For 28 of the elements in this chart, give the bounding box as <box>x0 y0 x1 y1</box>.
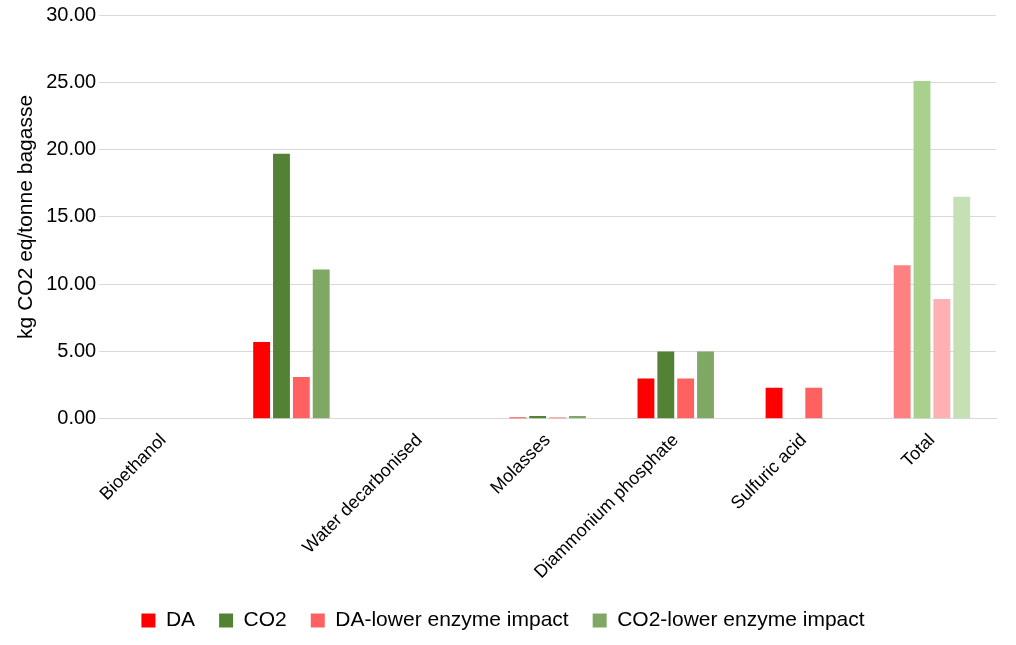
legend-label: DA-lower enzyme impact <box>335 607 569 631</box>
bar <box>933 298 951 419</box>
bar <box>677 378 695 419</box>
bar <box>273 153 290 419</box>
y-tick-label: 10.00 <box>46 271 97 294</box>
bar <box>953 196 971 419</box>
bar <box>568 416 586 419</box>
bar <box>893 265 911 419</box>
bar <box>913 80 931 419</box>
y-tick-label: 15.00 <box>46 204 97 227</box>
y-tick-label: 20.00 <box>46 137 97 160</box>
bar <box>292 377 310 419</box>
bar <box>312 269 330 419</box>
bar <box>637 378 655 419</box>
y-tick-label: 25.00 <box>46 69 97 92</box>
y-axis-title: kg CO2 eq/tonne bagasse <box>13 94 37 339</box>
legend-label: CO2 <box>243 607 287 631</box>
legend-label: CO2-lower enzyme impact <box>617 607 865 631</box>
y-tick-label: 30.00 <box>46 2 97 25</box>
bar <box>253 342 271 419</box>
bar <box>697 351 714 419</box>
y-tick-label: 0.00 <box>57 406 97 429</box>
bar <box>529 416 547 419</box>
bar <box>765 387 783 419</box>
bar <box>657 351 675 419</box>
y-tick-label: 5.00 <box>57 338 97 361</box>
legend-label: DA <box>165 607 196 631</box>
bar <box>805 387 823 419</box>
